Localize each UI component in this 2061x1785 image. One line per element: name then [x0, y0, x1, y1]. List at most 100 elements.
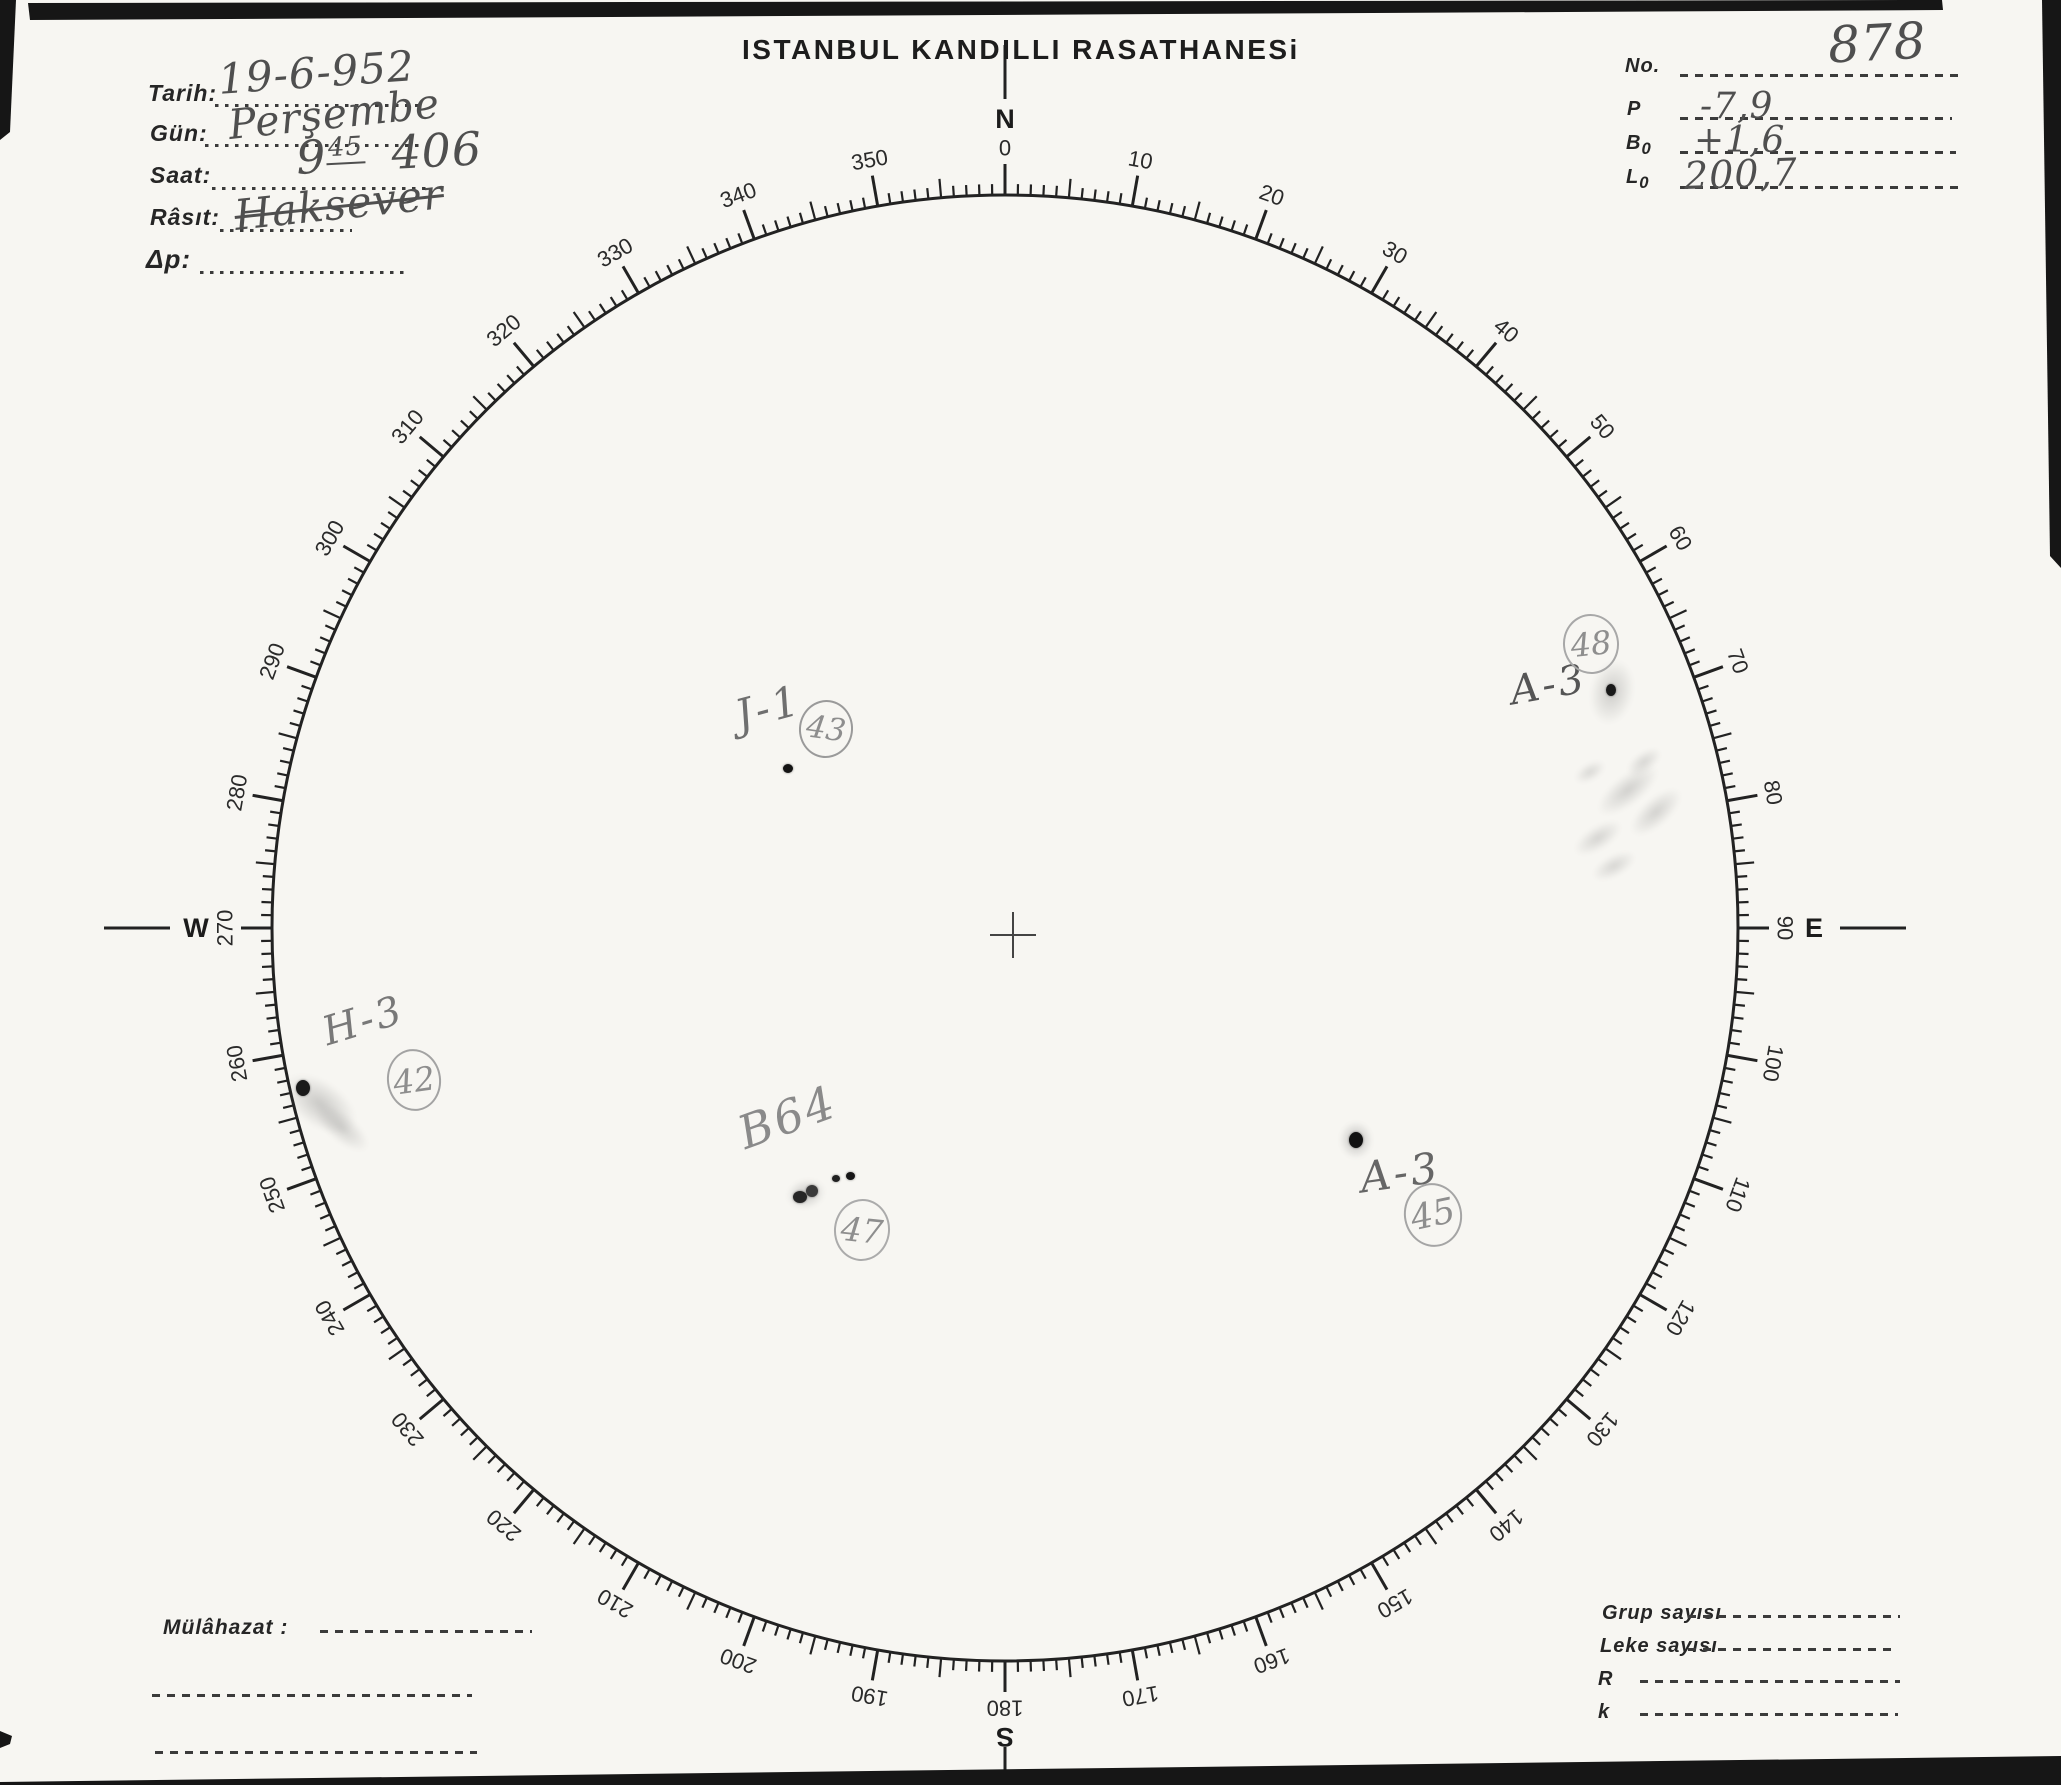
degree-label-210: 210 [593, 1583, 637, 1623]
group-label-43: J-1 [729, 675, 807, 740]
scan-bar-bottom [0, 1756, 2061, 1785]
degree-label-0: 0 [999, 136, 1011, 161]
sunspot-42-0 [296, 1080, 310, 1096]
sunspot-47-2 [793, 1191, 807, 1203]
degree-label-50: 50 [1585, 409, 1620, 444]
degree-label-230: 230 [386, 1407, 429, 1451]
degree-label-250: 250 [254, 1173, 290, 1216]
group-number-badge-42: 42 [382, 1045, 446, 1115]
delta-p-label: Δp: [146, 244, 191, 274]
saat-line [212, 187, 430, 190]
sunspot-48-0 [1606, 684, 1616, 696]
degree-label-220: 220 [482, 1504, 526, 1547]
degree-label-100: 100 [1758, 1043, 1789, 1084]
cardinal-east: E [1805, 913, 1823, 943]
grup-sayisi-line [1688, 1615, 1900, 1618]
k-label: k [1598, 1701, 1611, 1723]
scan-bar-top [28, 0, 1943, 20]
degree-label-330: 330 [593, 232, 637, 272]
gun-line [205, 144, 421, 147]
rasit-label: Râsıt: [150, 204, 220, 230]
degree-label-190: 190 [849, 1681, 890, 1712]
degree-label-170: 170 [1120, 1681, 1161, 1712]
mulahazat-line-2 [152, 1694, 472, 1697]
degree-label-270: 270 [213, 910, 238, 947]
degree-label-130: 130 [1581, 1407, 1624, 1451]
rasit-line [220, 229, 352, 232]
degree-label-140: 140 [1484, 1504, 1528, 1547]
degree-label-60: 60 [1664, 521, 1698, 555]
gun-label: Gün: [150, 120, 208, 146]
tarih-label: Tarih: [148, 80, 218, 106]
mulahazat-label: Mülâhazat : [163, 1616, 289, 1639]
degree-label-290: 290 [254, 640, 290, 683]
scan-nub-left [0, 1731, 12, 1748]
solar-disk-circle [270, 193, 1740, 1663]
bo-label: B0 [1626, 132, 1652, 158]
degree-label-80: 80 [1759, 778, 1788, 806]
degree-label-120: 120 [1660, 1296, 1700, 1340]
no-value: 878 [1826, 11, 1928, 75]
p-line [1680, 117, 1952, 120]
p-label: P [1627, 98, 1642, 120]
tarih-line [215, 104, 421, 107]
degree-label-300: 300 [309, 516, 349, 560]
sunspot-45-0 [1349, 1132, 1363, 1148]
degree-label-150: 150 [1373, 1583, 1417, 1623]
saat-label: Saat: [150, 162, 212, 188]
degree-label-40: 40 [1489, 313, 1524, 348]
lo-line [1680, 186, 1964, 189]
scan-bar-right [2042, 0, 2061, 568]
group-number-badge-47: 47 [830, 1196, 894, 1264]
degree-label-260: 260 [221, 1043, 252, 1084]
leke-sayisi-line [1688, 1648, 1898, 1651]
bo-value: +1,6 [1694, 120, 1786, 161]
degree-label-280: 280 [221, 772, 252, 813]
observatory-title: ISTANBUL KANDILLI RASATHANESi [742, 34, 1300, 65]
scan-bar-left [0, 0, 16, 140]
bo-line [1680, 151, 1956, 154]
cardinal-south: S [996, 1722, 1014, 1752]
mulahazat-line-3 [155, 1751, 477, 1754]
degree-label-90: 90 [1773, 916, 1798, 940]
sunspot-43-0 [783, 763, 793, 773]
r-label: R [1598, 1668, 1614, 1690]
degree-label-350: 350 [849, 144, 890, 175]
delta-p-line [200, 271, 410, 274]
no-label: No. [1625, 55, 1661, 77]
group-label-47: B64 [730, 1074, 845, 1160]
cardinal-marks: N E S W [104, 45, 1906, 1773]
sunspot-47-0 [832, 1174, 840, 1182]
lo-value: 200,7 [1683, 150, 1799, 198]
degree-label-240: 240 [309, 1296, 349, 1340]
grup-sayisi-label: Grup sayısı [1602, 1602, 1722, 1624]
group-label-42: H-3 [317, 986, 410, 1056]
p-value: -7,9 [1700, 86, 1774, 127]
degree-label-180: 180 [987, 1696, 1024, 1721]
sunspot-47-1 [845, 1172, 855, 1180]
group-number-badge-43: 43 [795, 696, 857, 762]
center-cross [990, 912, 1036, 958]
cardinal-west: W [183, 913, 209, 943]
r-line [1640, 1680, 1900, 1683]
degree-label-20: 20 [1256, 179, 1288, 211]
degree-label-30: 30 [1378, 236, 1412, 270]
degree-label-340: 340 [717, 177, 760, 213]
lo-label: L0 [1626, 166, 1650, 192]
degree-label-110: 110 [1720, 1174, 1755, 1216]
degree-label-200: 200 [717, 1643, 760, 1679]
k-line [1640, 1713, 1898, 1716]
degree-ticks [241, 164, 1769, 1692]
cardinal-north: N [995, 104, 1015, 134]
degree-label-310: 310 [386, 405, 429, 449]
degree-label-160: 160 [1250, 1643, 1293, 1679]
faculae-smudge-4 [1570, 755, 1610, 789]
degree-label-70: 70 [1722, 645, 1754, 677]
sunspot-47-3 [806, 1185, 818, 1197]
degree-labels: 0 10 20 30 40 50 60 70 80 90 100 110 120 130 140 150 160… [213, 136, 1798, 1721]
no-line [1680, 74, 1958, 77]
degree-label-320: 320 [482, 309, 526, 352]
